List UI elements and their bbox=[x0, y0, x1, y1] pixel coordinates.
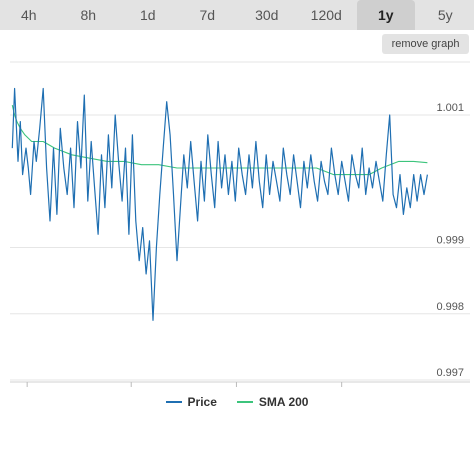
legend-item-sma[interactable]: SMA 200 bbox=[236, 395, 309, 409]
y-tick-label: 0.997 bbox=[436, 367, 464, 379]
y-tick-label: 0.999 bbox=[436, 235, 464, 247]
legend-label-price: Price bbox=[187, 395, 217, 409]
y-axis: 1.001 0.999 0.998 0.997 bbox=[436, 102, 464, 379]
tab-120d[interactable]: 120d bbox=[297, 0, 355, 30]
tab-1d[interactable]: 1d bbox=[119, 0, 177, 30]
tab-5y[interactable]: 5y bbox=[416, 0, 474, 30]
sma-swatch bbox=[236, 401, 253, 403]
x-tick-label: Oct '25 bbox=[219, 391, 254, 392]
y-tick-label: 1.001 bbox=[436, 102, 464, 114]
x-tick-label: Apr '25 bbox=[10, 391, 45, 392]
x-tick-label: Jul '25 bbox=[115, 391, 146, 392]
timeframe-tabs: 4h 8h 1d 7d 30d 120d 1y 5y bbox=[0, 0, 474, 30]
price-swatch bbox=[165, 401, 182, 403]
tab-8h[interactable]: 8h bbox=[59, 0, 117, 30]
tab-4h[interactable]: 4h bbox=[0, 0, 58, 30]
tab-7d[interactable]: 7d bbox=[178, 0, 236, 30]
price-series-line bbox=[11, 87, 428, 321]
plot-area bbox=[11, 87, 428, 321]
price-chart: 1.001 0.999 0.998 0.997 Apr '25 Jul '25 Oct '… bbox=[10, 61, 470, 392]
grid bbox=[10, 61, 470, 381]
x-axis: Apr '25 Jul '25 Oct '25 Jan '26 bbox=[10, 381, 470, 392]
legend: Price SMA 200 bbox=[0, 392, 474, 412]
y-tick-label: 0.998 bbox=[436, 301, 464, 313]
tab-1y[interactable]: 1y bbox=[357, 0, 415, 30]
legend-item-price[interactable]: Price bbox=[165, 395, 217, 409]
x-tick-label: Jan '26 bbox=[324, 391, 359, 392]
tab-30d[interactable]: 30d bbox=[238, 0, 296, 30]
remove-graph-button[interactable]: remove graph bbox=[382, 34, 469, 54]
legend-label-sma: SMA 200 bbox=[258, 395, 309, 409]
